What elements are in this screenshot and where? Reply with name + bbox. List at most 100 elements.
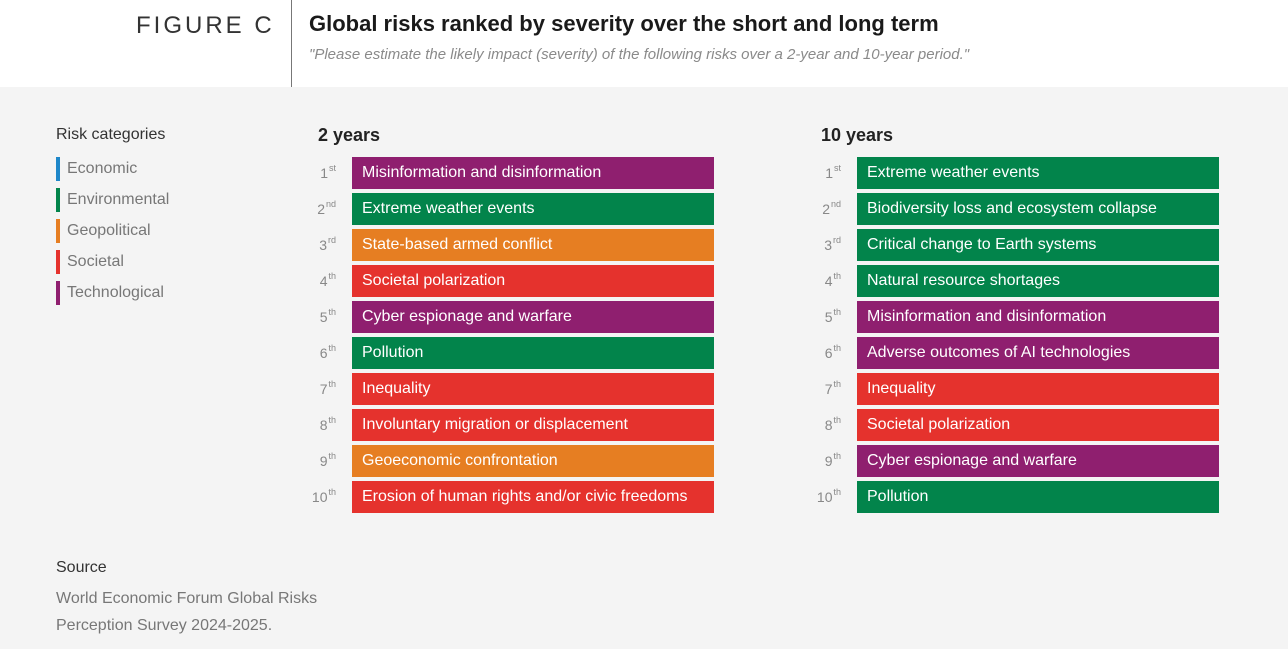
rank-number: 4 (319, 273, 328, 289)
rank-number: 2 (822, 201, 830, 217)
source-title: Source (56, 559, 107, 576)
rank-label: 6th (306, 343, 336, 361)
legend-swatch (56, 157, 60, 181)
rank-label: 4th (306, 271, 336, 289)
risk-bar: Extreme weather events (857, 157, 1219, 189)
risk-bar: Inequality (352, 373, 714, 405)
figure-label: FIGURE C (136, 12, 275, 39)
rank-suffix: nd (830, 199, 841, 209)
risk-bar: Critical change to Earth systems (857, 229, 1219, 261)
figure-header: FIGURE C Global risks ranked by severity… (0, 0, 1288, 87)
rank-label: 2nd (811, 199, 841, 217)
legend-swatch (56, 281, 60, 305)
rank-number: 3 (319, 237, 327, 253)
rank-number: 5 (319, 309, 328, 325)
rank-suffix: th (328, 307, 336, 317)
risk-bar: Pollution (857, 481, 1219, 513)
rank-suffix: th (328, 415, 336, 425)
risk-bar: Pollution (352, 337, 714, 369)
rank-number: 2 (317, 201, 325, 217)
rank-label: 8th (306, 415, 336, 433)
rank-label: 1st (306, 163, 336, 181)
rank-suffix: rd (832, 235, 841, 245)
rank-number: 8 (319, 417, 328, 433)
risk-bar: Cyber espionage and warfare (352, 301, 714, 333)
rank-label: 1st (811, 163, 841, 181)
risk-bar: Cyber espionage and warfare (857, 445, 1219, 477)
risk-bar: Geoeconomic confrontation (352, 445, 714, 477)
risk-bar: Natural resource shortages (857, 265, 1219, 297)
rank-label: 8th (811, 415, 841, 433)
risk-bar: Misinformation and disinformation (352, 157, 714, 189)
rank-suffix: st (328, 163, 336, 173)
risk-bar: Extreme weather events (352, 193, 714, 225)
rank-suffix: th (328, 451, 336, 461)
legend-item: Societal (56, 250, 169, 281)
rank-label: 2nd (306, 199, 336, 217)
chart-panel: Risk categories Economic Environmental Geo… (0, 87, 1288, 649)
column-title: 2 years (318, 125, 381, 145)
rank-label: 6th (811, 343, 841, 361)
legend-item: Technological (56, 281, 169, 312)
chart-title: Global risks ranked by severity over the… (309, 11, 939, 36)
legend-swatch (56, 250, 60, 274)
rank-number: 1 (320, 165, 328, 181)
rank-suffix: th (328, 271, 336, 281)
source-text: World Economic Forum Global Risks Percep… (56, 590, 318, 634)
risk-bar: Inequality (857, 373, 1219, 405)
risk-bar: Societal polarization (352, 265, 714, 297)
rank-suffix: th (833, 307, 841, 317)
rank-label: 4th (811, 271, 841, 289)
rank-label: 5th (306, 307, 336, 325)
rank-number: 10 (816, 489, 833, 505)
legend-label: Societal (67, 253, 124, 270)
rank-suffix: nd (325, 199, 336, 209)
rank-suffix: th (833, 451, 841, 461)
risk-bar: Misinformation and disinformation (857, 301, 1219, 333)
rank-number: 9 (824, 453, 833, 469)
rank-number: 7 (319, 381, 328, 397)
risk-bar: State-based armed conflict (352, 229, 714, 261)
rank-suffix: th (328, 487, 336, 497)
legend-label: Environmental (67, 191, 170, 208)
rank-label: 10th (306, 487, 336, 505)
rank-suffix: th (328, 379, 336, 389)
header-divider (291, 0, 292, 87)
legend-item: Environmental (56, 188, 169, 219)
legend-item: Geopolitical (56, 219, 169, 250)
rank-suffix: th (833, 379, 841, 389)
risk-bar: Adverse outcomes of AI technologies (857, 337, 1219, 369)
rank-label: 9th (811, 451, 841, 469)
legend-item: Economic (56, 157, 169, 188)
rank-number: 7 (824, 381, 833, 397)
rank-number: 10 (311, 489, 328, 505)
legend-swatch (56, 219, 60, 243)
rank-label: 7th (306, 379, 336, 397)
risk-bar: Societal polarization (857, 409, 1219, 441)
rank-suffix: rd (327, 235, 336, 245)
legend-label: Geopolitical (67, 222, 151, 239)
rank-label: 7th (811, 379, 841, 397)
rank-number: 9 (319, 453, 328, 469)
legend-swatch (56, 188, 60, 212)
rank-label: 3rd (306, 235, 336, 253)
rank-suffix: th (833, 271, 841, 281)
column-title: 10 years (821, 125, 894, 145)
rank-suffix: th (833, 487, 841, 497)
rank-number: 1 (825, 165, 833, 181)
rank-label: 5th (811, 307, 841, 325)
rank-label: 9th (306, 451, 336, 469)
rank-suffix: st (833, 163, 841, 173)
risk-bar: Biodiversity loss and ecosystem collapse (857, 193, 1219, 225)
rank-number: 6 (824, 345, 833, 361)
rank-label: 3rd (811, 235, 841, 253)
rank-number: 6 (319, 345, 328, 361)
legend-label: Technological (67, 284, 164, 301)
rank-number: 8 (824, 417, 833, 433)
rank-suffix: th (833, 415, 841, 425)
legend: Economic Environmental Geopolitical Societa… (56, 157, 169, 312)
rank-number: 4 (824, 273, 833, 289)
rank-number: 5 (824, 309, 833, 325)
risk-bar: Involuntary migration or displacement (352, 409, 714, 441)
rank-label: 10th (811, 487, 841, 505)
